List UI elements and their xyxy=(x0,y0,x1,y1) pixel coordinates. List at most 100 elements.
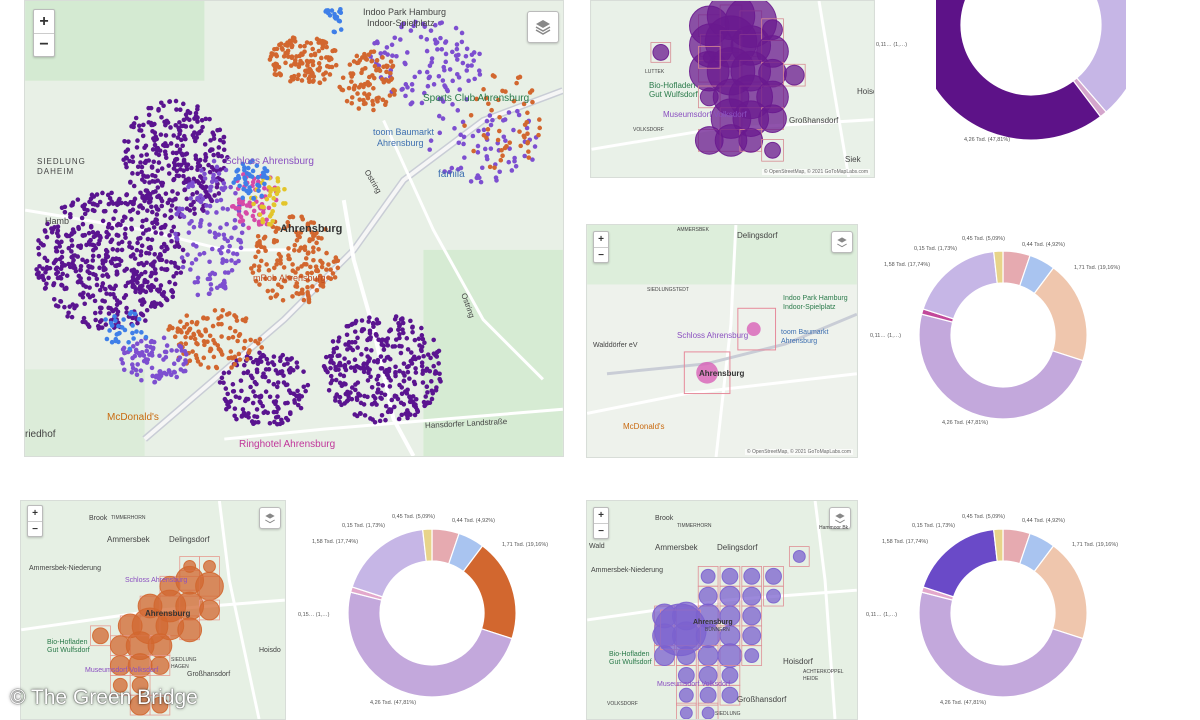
cluster-circle[interactable] xyxy=(719,585,741,607)
cluster-circle[interactable] xyxy=(742,626,762,646)
address-dot xyxy=(295,402,301,408)
address-dot xyxy=(214,164,220,170)
cluster-circle[interactable] xyxy=(792,550,806,563)
grid-cell xyxy=(761,139,784,162)
zoom-in-button[interactable]: + xyxy=(598,234,604,245)
address-dot xyxy=(169,228,175,234)
grid-cell xyxy=(109,675,131,696)
donut-slice[interactable] xyxy=(347,591,513,698)
cluster-circle[interactable] xyxy=(150,656,170,675)
zoom-in-button[interactable]: + xyxy=(598,510,604,521)
middle-right-map[interactable]: + − AMMERSBEK Delingsdorf SIEDLUNGSTEDT … xyxy=(586,224,858,458)
address-dot xyxy=(324,8,329,13)
cluster-circle[interactable] xyxy=(652,44,670,61)
address-dot xyxy=(176,208,181,214)
cluster-circle[interactable] xyxy=(742,586,762,606)
cluster-circle[interactable] xyxy=(717,643,743,668)
address-dot xyxy=(106,311,112,316)
address-dot xyxy=(211,167,217,172)
cluster-circle[interactable] xyxy=(679,706,693,719)
layers-button[interactable] xyxy=(829,507,851,529)
address-dot xyxy=(352,357,358,363)
cluster-circle[interactable] xyxy=(112,677,128,693)
address-dot xyxy=(301,369,306,374)
address-dot xyxy=(148,344,153,350)
layers-button[interactable] xyxy=(259,507,281,529)
cluster-circle[interactable] xyxy=(700,568,716,584)
address-dot xyxy=(225,402,230,407)
main-map[interactable]: + − Indoo Park Hamburg Indoor-Spielplatz… xyxy=(24,0,564,457)
cluster-circle[interactable] xyxy=(701,706,715,719)
cluster-circle[interactable] xyxy=(702,50,716,64)
donut-slice[interactable] xyxy=(922,528,998,598)
address-dot xyxy=(172,281,178,287)
cluster-circle[interactable] xyxy=(203,559,216,573)
address-dot xyxy=(439,46,445,52)
donut-slice[interactable] xyxy=(421,528,433,562)
address-dot xyxy=(219,321,224,327)
address-dot xyxy=(161,335,167,341)
cluster-circle[interactable] xyxy=(698,586,718,606)
donut-slice[interactable] xyxy=(918,591,1084,698)
cluster-circle[interactable] xyxy=(743,567,761,585)
cluster-circle[interactable] xyxy=(721,567,739,585)
bottom-left-map[interactable]: + − Brook TIMMERHORN Ammersbek Delingsdo… xyxy=(20,500,286,720)
address-dot xyxy=(166,171,172,176)
zoom-out-button[interactable]: − xyxy=(28,521,42,536)
cluster-circle[interactable] xyxy=(177,617,203,643)
grid-cell xyxy=(719,684,741,706)
cluster-circle[interactable] xyxy=(654,603,707,657)
donut-slice[interactable] xyxy=(922,250,998,320)
layers-button[interactable] xyxy=(831,231,853,253)
address-dot xyxy=(138,128,144,133)
donut-slice[interactable] xyxy=(992,528,1004,562)
address-dot xyxy=(286,388,292,393)
grid-cell xyxy=(741,645,763,666)
cluster-circle[interactable] xyxy=(721,686,739,704)
cluster-circle[interactable] xyxy=(765,567,782,585)
address-dot xyxy=(139,153,144,158)
address-dot xyxy=(432,22,438,28)
address-dot xyxy=(104,229,109,235)
zoom-out-button[interactable]: − xyxy=(594,523,608,538)
donut-slice[interactable] xyxy=(918,313,1084,420)
cluster-circle[interactable] xyxy=(678,687,694,703)
zoom-in-button[interactable]: + xyxy=(39,12,49,30)
zoom-out-button[interactable]: − xyxy=(34,33,54,56)
cluster-circle[interactable] xyxy=(699,686,717,704)
cluster-circle[interactable] xyxy=(744,648,760,664)
zoom-out-button[interactable]: − xyxy=(594,247,608,262)
top-right-map[interactable]: Bio-Hofladen Gut Wulfsdorf Museumsdorf V… xyxy=(590,0,875,178)
cluster-circle[interactable] xyxy=(92,627,109,645)
donut-slice[interactable] xyxy=(351,528,427,598)
bottom-right-map[interactable]: + − Hammoor Bk Brook TIMMERHORN Wald Amm… xyxy=(586,500,858,720)
layers-button[interactable] xyxy=(527,11,559,43)
cluster-circle[interactable] xyxy=(147,633,173,659)
address-dot xyxy=(379,396,384,401)
address-dot xyxy=(97,265,102,271)
cluster-circle[interactable] xyxy=(783,64,805,86)
cluster-circle[interactable] xyxy=(151,696,169,714)
address-dot xyxy=(440,99,446,104)
cluster-circle[interactable] xyxy=(131,676,149,694)
donut-slice[interactable] xyxy=(936,0,1102,140)
cluster-circle[interactable] xyxy=(696,361,719,384)
cluster-circle[interactable] xyxy=(746,322,761,337)
address-dot xyxy=(421,353,426,359)
cluster-circle[interactable] xyxy=(764,141,781,159)
address-dot xyxy=(326,387,332,393)
cluster-circle[interactable] xyxy=(742,606,762,626)
cluster-circle[interactable] xyxy=(698,665,718,685)
zoom-in-button[interactable]: + xyxy=(32,508,38,519)
address-dot xyxy=(229,355,234,360)
cluster-circle[interactable] xyxy=(721,666,739,684)
cluster-circle[interactable] xyxy=(758,104,787,133)
cluster-circle[interactable] xyxy=(738,128,764,153)
cluster-circle[interactable] xyxy=(677,666,695,684)
cluster-circle[interactable] xyxy=(766,588,781,604)
address-dot xyxy=(168,215,173,221)
cluster-circle[interactable] xyxy=(697,645,719,666)
cluster-circle[interactable] xyxy=(199,599,220,621)
address-dot xyxy=(424,37,430,42)
donut-slice[interactable] xyxy=(992,250,1004,284)
